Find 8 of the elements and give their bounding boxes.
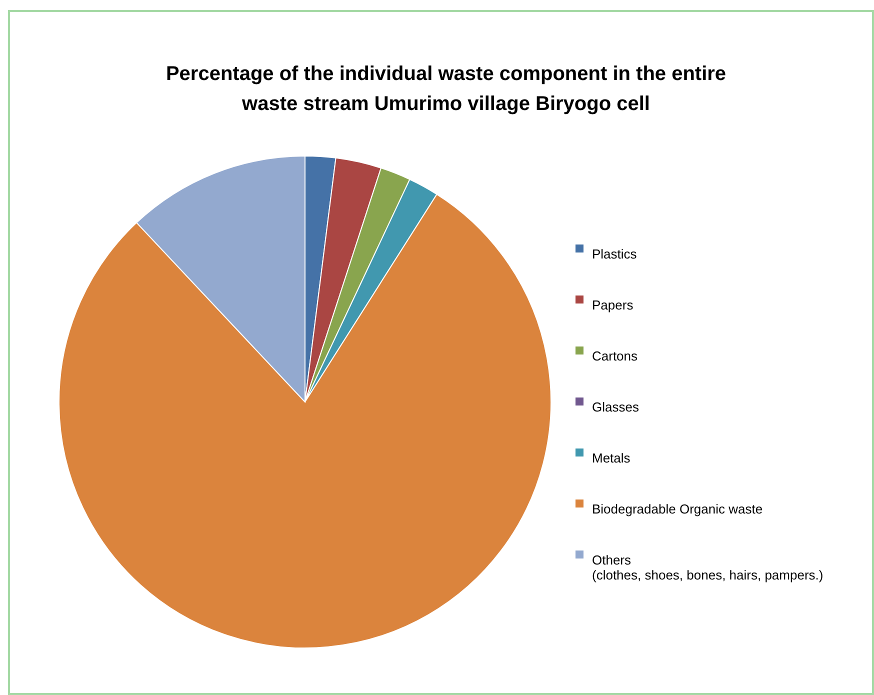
legend-label: Plastics [592, 246, 638, 262]
legend-label: Cartons [592, 348, 638, 364]
chart-title: Percentage of the individual waste component in the entire waste stream Umurimo village Biryogo cell [166, 63, 726, 115]
legend-label: Others (clothes, shoes, bones, hairs, pampers.) [592, 552, 824, 582]
legend-label: Glasses [592, 400, 640, 414]
legend-label: Metals [592, 450, 631, 466]
legend-label: Papers [592, 298, 634, 312]
legend-label: Biodegradable Organic waste [592, 502, 763, 516]
